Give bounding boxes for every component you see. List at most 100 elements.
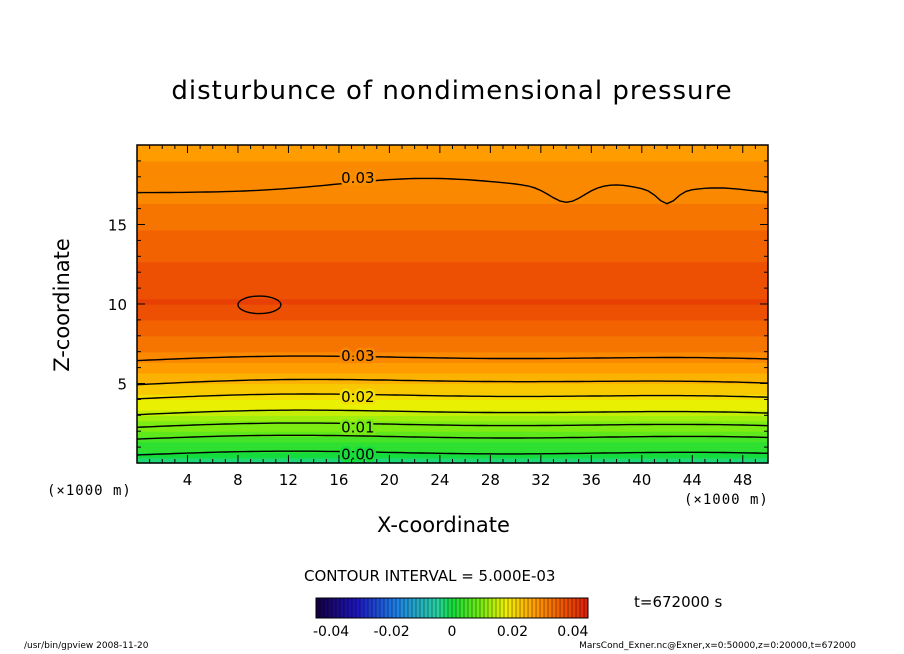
contour-band — [137, 319, 768, 326]
colorbar-swatch — [336, 598, 341, 618]
contour-band — [137, 452, 768, 459]
y-tick-label: 15 — [108, 217, 127, 235]
colorbar-swatch — [348, 598, 353, 618]
colorbar-swatch — [552, 598, 557, 618]
contour-band — [137, 192, 768, 199]
colorbar-swatch — [356, 598, 361, 618]
contour-band — [137, 224, 768, 231]
colorbar-swatch — [368, 598, 373, 618]
colorbar-swatch — [376, 598, 381, 618]
contour-band — [137, 367, 768, 374]
contour-band — [137, 351, 768, 358]
chart-title: disturbunce of nondimensional pressure — [171, 76, 733, 106]
footer-left: /usr/bin/gpview 2008-11-20 — [24, 641, 149, 651]
colorbar-swatch — [512, 598, 517, 618]
contour-band — [137, 198, 768, 204]
colorbar-tick-label: -0.04 — [313, 624, 349, 640]
colorbar-swatch — [464, 598, 469, 618]
colorbar-frame — [315, 597, 589, 619]
contour-label: 0.01 — [341, 418, 374, 436]
contour-line — [137, 177, 769, 205]
colorbar-swatch — [412, 598, 417, 618]
colorbar-swatch — [472, 598, 477, 618]
colorbar-swatch — [452, 598, 457, 618]
colorbar-swatch — [548, 598, 553, 618]
colorbar-swatch — [380, 598, 385, 618]
contour-band — [137, 330, 768, 337]
contour-band — [137, 235, 768, 241]
colorbar-swatch — [416, 598, 421, 618]
colorbar-swatch — [492, 598, 497, 618]
colorbar-tick-label: 0 — [448, 624, 457, 640]
colorbar-swatch — [572, 598, 577, 618]
colorbar-swatch — [476, 598, 481, 618]
colorbar-swatch — [440, 598, 445, 618]
contour-band — [137, 325, 768, 332]
x-tick-labels: 4 8 12 16 20 24 28 32 36 40 44 48 — [183, 471, 753, 489]
colorbar-swatch — [384, 598, 389, 618]
contour-band — [137, 309, 768, 316]
contour-labels: 0.03 0.03 0.02 0.01 0.00 — [339, 166, 377, 466]
contour-label: 0.02 — [341, 388, 374, 406]
contour-label: 0.03 — [341, 169, 374, 187]
contour-band — [137, 441, 768, 448]
contour-band — [137, 346, 768, 353]
colorbar-swatch — [360, 598, 365, 618]
colorbar-swatch — [528, 598, 533, 618]
colorbar-swatch — [520, 598, 525, 618]
colorbar-swatch — [460, 598, 465, 618]
colorbar-swatch — [364, 598, 369, 618]
colorbar-swatch — [508, 598, 513, 618]
contour-band — [137, 277, 768, 284]
colorbar-swatch — [388, 598, 393, 618]
contour-band — [137, 208, 768, 215]
colorbar-swatch — [556, 598, 561, 618]
contour-band — [137, 372, 768, 379]
colorbar-tick-label: 0.02 — [497, 624, 528, 640]
contour-band — [137, 431, 768, 438]
contour-band — [137, 314, 768, 321]
contour-band — [137, 383, 768, 390]
contour-band — [137, 213, 768, 220]
contour-band — [137, 415, 768, 422]
colorbar-tick-label: 0.04 — [557, 624, 588, 640]
contour-lines — [136, 177, 769, 456]
x-unit-right: (×1000 m) — [684, 492, 769, 508]
colorbar-tick-label: -0.02 — [373, 624, 409, 640]
contour-band — [137, 436, 768, 443]
contour-band — [137, 245, 768, 252]
y-tick-label: 5 — [117, 376, 127, 394]
colorbar-swatch — [320, 598, 325, 618]
y-axis-label: Z-coordinate — [50, 238, 74, 372]
colorbar-swatch — [420, 598, 425, 618]
colorbar-swatch — [536, 598, 541, 618]
contour-band — [137, 266, 768, 273]
colorbar-swatch — [328, 598, 333, 618]
contour-line — [136, 378, 769, 386]
contour-band — [137, 288, 768, 294]
colorbar-swatch — [480, 598, 485, 618]
colorbar-tick-labels: -0.04 -0.02 0 0.02 0.04 — [313, 624, 589, 640]
colorbar-swatch — [392, 598, 397, 618]
colorbar-swatch — [324, 598, 329, 618]
contour-band — [137, 272, 768, 279]
filled-contours — [137, 145, 768, 464]
x-tick-label: 4 — [183, 471, 193, 489]
colorbar-swatch — [584, 598, 589, 618]
contour-band — [137, 394, 768, 400]
colorbar-swatch — [372, 598, 377, 618]
colorbar-swatch — [568, 598, 573, 618]
x-tick-label: 12 — [279, 471, 298, 489]
contour-band — [137, 219, 768, 226]
contour-band — [137, 420, 768, 427]
colorbar-swatch — [408, 598, 413, 618]
colorbar-swatch — [424, 598, 429, 618]
colorbar-swatch — [532, 598, 537, 618]
colorbar-swatch — [576, 598, 581, 618]
colorbar-swatch — [560, 598, 565, 618]
colorbar-swatch — [516, 598, 521, 618]
colorbar-swatch — [448, 598, 453, 618]
colorbar-swatch — [496, 598, 501, 618]
contour-interval: CONTOUR INTERVAL = 5.000E-03 — [304, 567, 556, 585]
contour-band — [137, 282, 768, 289]
